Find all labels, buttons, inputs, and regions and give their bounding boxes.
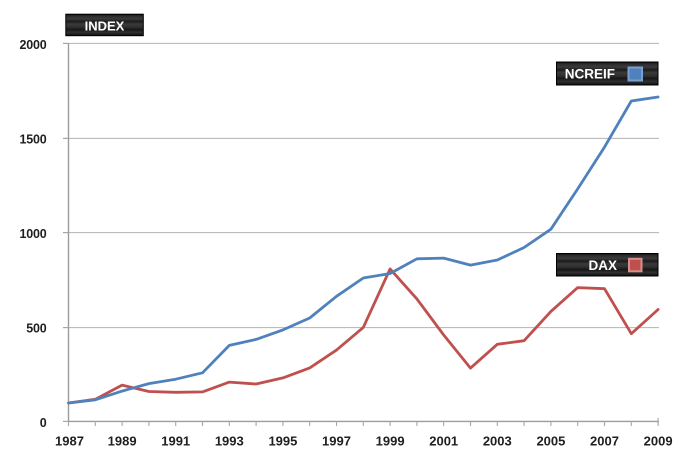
svg-text:2000: 2000 — [19, 38, 46, 52]
svg-text:INDEX: INDEX — [85, 19, 125, 34]
svg-text:2009: 2009 — [644, 434, 673, 449]
svg-text:DAX: DAX — [588, 258, 617, 273]
svg-text:500: 500 — [26, 322, 47, 336]
svg-text:NCREIF: NCREIF — [565, 67, 615, 82]
svg-text:2005: 2005 — [536, 434, 565, 449]
svg-text:0: 0 — [40, 416, 47, 430]
svg-text:1995: 1995 — [268, 434, 297, 449]
svg-text:2007: 2007 — [590, 434, 619, 449]
svg-text:1999: 1999 — [376, 434, 405, 449]
svg-text:1991: 1991 — [161, 434, 190, 449]
svg-text:1987: 1987 — [55, 434, 84, 449]
svg-text:2003: 2003 — [483, 434, 512, 449]
svg-text:1500: 1500 — [19, 133, 46, 147]
svg-text:1000: 1000 — [19, 227, 46, 241]
svg-text:1997: 1997 — [322, 434, 351, 449]
svg-text:1989: 1989 — [108, 434, 137, 449]
svg-text:2001: 2001 — [429, 434, 458, 449]
svg-text:1993: 1993 — [215, 434, 244, 449]
